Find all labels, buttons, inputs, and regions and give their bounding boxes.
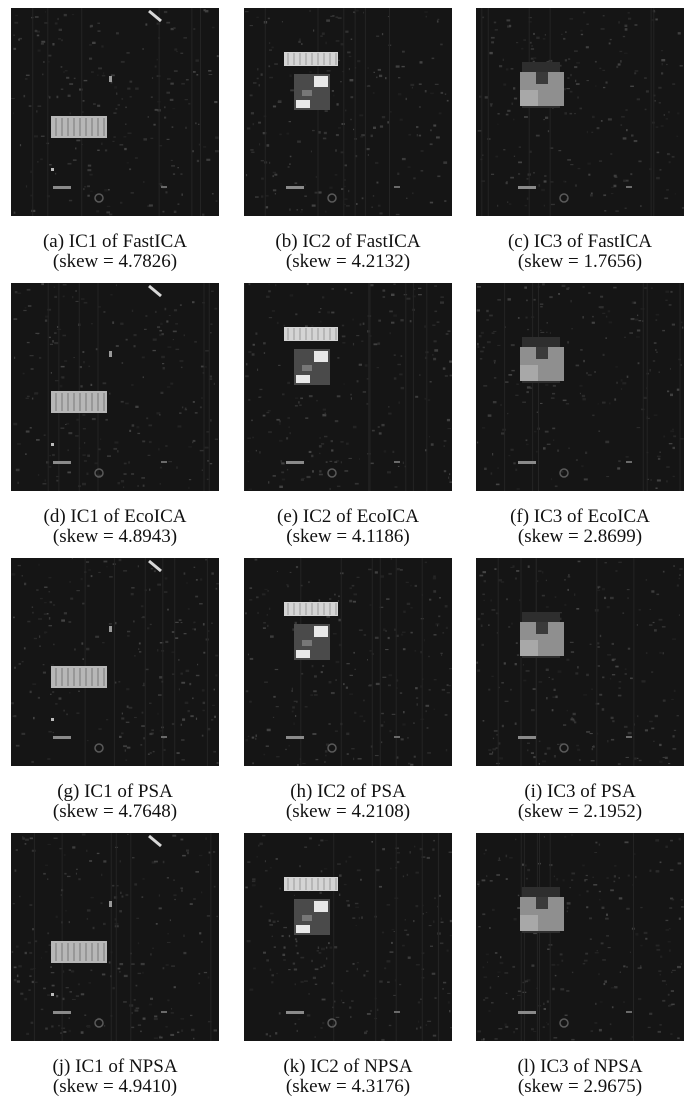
caption-skew: (skew = 2.8699) (517, 526, 643, 547)
component-image (11, 833, 219, 1041)
caption-label: (a) IC1 of FastICA (42, 231, 188, 252)
caption: (g) IC1 of PSA (skew = 4.7648) (1, 782, 229, 822)
component-image (476, 8, 684, 216)
caption-skew: (skew = 4.9410) (52, 1076, 178, 1097)
ic1-image (11, 833, 219, 1041)
caption-skew: (skew = 2.9675) (517, 1076, 643, 1097)
component-image (11, 8, 219, 216)
caption-label: (e) IC2 of EcoICA (277, 506, 419, 527)
caption-skew: (skew = 4.7648) (52, 801, 178, 822)
caption-skew: (skew = 1.7656) (517, 251, 643, 272)
caption-skew: (skew = 4.3176) (285, 1076, 411, 1097)
ic2-image (244, 833, 452, 1041)
caption-label: (l) IC3 of NPSA (517, 1056, 643, 1077)
caption-skew: (skew = 2.1952) (517, 801, 643, 822)
component-image (476, 283, 684, 491)
component-image (11, 283, 219, 491)
ic3-image (476, 8, 684, 216)
caption: (f) IC3 of EcoICA (skew = 2.8699) (466, 507, 684, 547)
component-image (244, 283, 452, 491)
caption-label: (g) IC1 of PSA (57, 781, 173, 802)
caption-label: (k) IC2 of NPSA (283, 1056, 413, 1077)
caption-label: (c) IC3 of FastICA (507, 231, 653, 252)
component-image (244, 8, 452, 216)
caption: (d) IC1 of EcoICA (skew = 4.8943) (1, 507, 229, 547)
caption: (e) IC2 of EcoICA (skew = 4.1186) (234, 507, 462, 547)
ic1-image (11, 558, 219, 766)
ic2-image (244, 283, 452, 491)
ic1-image (11, 283, 219, 491)
caption: (h) IC2 of PSA (skew = 4.2108) (234, 782, 462, 822)
caption-label: (d) IC1 of EcoICA (43, 506, 187, 527)
caption-label: (i) IC3 of PSA (524, 781, 636, 802)
caption-label: (b) IC2 of FastICA (275, 231, 421, 252)
component-image (244, 558, 452, 766)
ic3-image (476, 283, 684, 491)
caption: (c) IC3 of FastICA (skew = 1.7656) (466, 232, 684, 272)
caption-label: (f) IC3 of EcoICA (510, 506, 650, 527)
caption: (b) IC2 of FastICA (skew = 4.2132) (234, 232, 462, 272)
ic3-image (476, 558, 684, 766)
caption: (k) IC2 of NPSA (skew = 4.3176) (234, 1057, 462, 1097)
ic2-image (244, 558, 452, 766)
ic3-image (476, 833, 684, 1041)
caption: (i) IC3 of PSA (skew = 2.1952) (466, 782, 684, 822)
caption-skew: (skew = 4.1186) (286, 526, 410, 547)
component-image (11, 558, 219, 766)
caption-skew: (skew = 4.7826) (52, 251, 178, 272)
caption-skew: (skew = 4.2132) (285, 251, 411, 272)
caption-skew: (skew = 4.8943) (52, 526, 178, 547)
caption: (a) IC1 of FastICA (skew = 4.7826) (1, 232, 229, 272)
component-image (244, 833, 452, 1041)
caption-skew: (skew = 4.2108) (285, 801, 411, 822)
caption: (l) IC3 of NPSA (skew = 2.9675) (466, 1057, 684, 1097)
caption-label: (h) IC2 of PSA (290, 781, 406, 802)
ic1-image (11, 8, 219, 216)
caption: (j) IC1 of NPSA (skew = 4.9410) (1, 1057, 229, 1097)
caption-label: (j) IC1 of NPSA (52, 1056, 178, 1077)
component-image (476, 833, 684, 1041)
ic2-image (244, 8, 452, 216)
component-image (476, 558, 684, 766)
